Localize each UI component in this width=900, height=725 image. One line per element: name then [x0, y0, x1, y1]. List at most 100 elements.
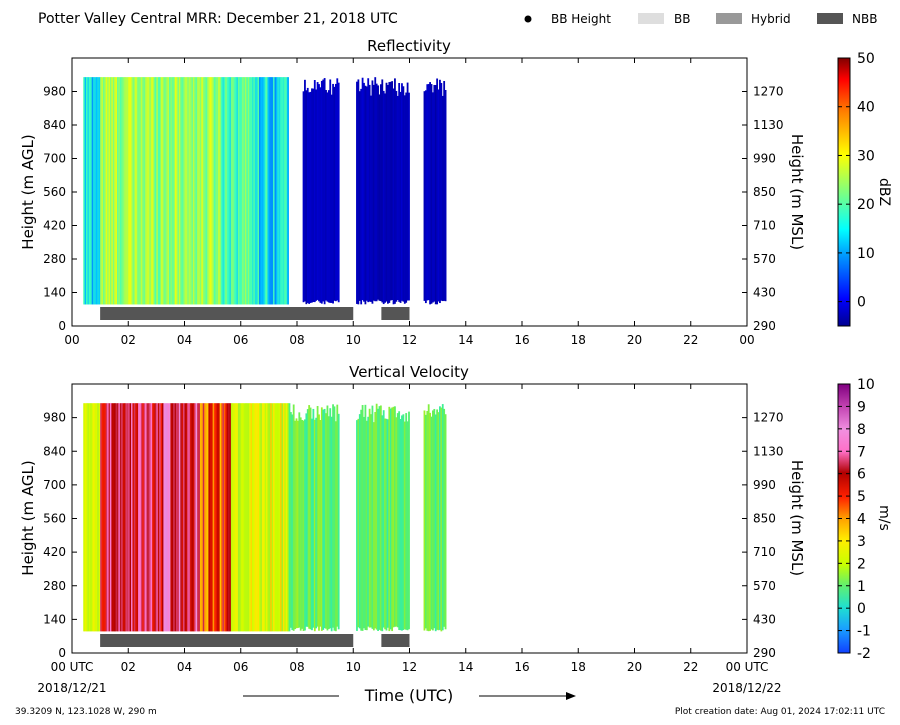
data-column — [159, 77, 161, 305]
y-tick-label-right: 1130 — [753, 118, 784, 132]
data-column — [271, 403, 274, 632]
data-column — [423, 410, 426, 631]
data-column — [280, 403, 282, 632]
data-column — [312, 408, 315, 628]
data-column — [402, 414, 405, 630]
x-tick-label: 16 — [514, 333, 529, 347]
data-column — [124, 403, 126, 632]
data-column — [119, 77, 122, 305]
colorbar-tick-label: 6 — [857, 467, 866, 483]
data-column — [436, 409, 439, 630]
data-column — [83, 77, 86, 305]
data-column — [93, 403, 95, 632]
data-column — [426, 410, 429, 631]
data-column — [382, 410, 385, 628]
data-column — [125, 77, 128, 305]
data-column — [109, 77, 112, 305]
data-column — [115, 77, 118, 305]
nbb-bar — [381, 634, 410, 647]
data-column — [337, 82, 340, 303]
data-column — [274, 403, 277, 632]
data-column — [364, 85, 367, 305]
colorbar-tick-label: -2 — [857, 646, 871, 662]
data-column — [207, 403, 209, 632]
x-tick-label: 04 — [177, 660, 192, 674]
data-column — [104, 77, 107, 305]
data-column — [185, 77, 188, 305]
data-column — [223, 403, 226, 632]
x-tick-label: 00 UTC — [51, 660, 94, 674]
data-column — [90, 403, 93, 632]
data-column — [184, 77, 187, 305]
data-column — [233, 403, 236, 632]
data-column — [190, 77, 192, 305]
data-column — [221, 77, 223, 305]
y-tick-label-right: 710 — [753, 219, 776, 233]
data-column — [132, 403, 135, 632]
data-column — [88, 403, 91, 632]
x-tick-label: 20 — [627, 333, 642, 347]
data-column — [118, 403, 121, 632]
data-column — [430, 84, 433, 304]
data-column — [84, 77, 87, 305]
data-column — [209, 77, 212, 305]
data-column — [374, 411, 377, 629]
data-column — [177, 77, 180, 305]
data-column — [440, 407, 443, 632]
data-column — [405, 92, 408, 303]
data-column — [142, 403, 145, 632]
data-column — [323, 408, 326, 629]
data-column — [86, 403, 88, 632]
data-column — [311, 418, 313, 631]
data-column — [281, 77, 284, 305]
data-column — [153, 403, 156, 632]
data-column — [270, 403, 273, 632]
data-column — [264, 77, 267, 305]
x-tick-label: 06 — [233, 333, 248, 347]
data-column — [433, 84, 436, 302]
y-tick-label-right: 850 — [753, 185, 776, 199]
data-column — [154, 403, 157, 632]
data-column — [394, 78, 396, 304]
data-column — [118, 77, 121, 305]
data-column — [280, 77, 282, 305]
data-column — [139, 77, 142, 305]
data-column — [299, 417, 302, 631]
data-column — [322, 79, 325, 302]
y-tick-label: 840 — [43, 444, 66, 458]
data-column — [356, 81, 358, 304]
data-column — [381, 79, 384, 303]
colorbar-tick-label: 30 — [857, 148, 875, 164]
reflectivity-y-label: Height (m AGL) — [19, 134, 37, 249]
time-arrow-head-icon — [566, 692, 576, 700]
y-tick-label-right: 990 — [753, 152, 776, 166]
data-column — [277, 77, 280, 305]
data-column — [100, 403, 102, 632]
data-column — [188, 77, 191, 305]
reflectivity-colorbar-label: dBZ — [876, 178, 892, 206]
data-column — [429, 82, 431, 305]
data-column — [205, 77, 208, 305]
data-column — [273, 403, 275, 632]
data-column — [259, 77, 261, 305]
data-column — [387, 85, 389, 304]
data-column — [183, 403, 185, 632]
data-column — [184, 403, 187, 632]
data-column — [108, 77, 111, 305]
echo-segment — [302, 78, 340, 305]
data-column — [360, 88, 363, 305]
data-column — [322, 409, 325, 630]
data-column — [357, 79, 360, 305]
data-column — [441, 95, 444, 302]
data-column — [145, 403, 147, 632]
data-column — [244, 77, 247, 305]
data-column — [336, 404, 339, 627]
data-column — [111, 77, 114, 305]
data-column — [270, 77, 273, 305]
data-column — [253, 403, 256, 632]
data-column — [371, 80, 374, 304]
data-column — [365, 86, 368, 301]
data-column — [285, 403, 288, 632]
data-column — [398, 411, 401, 631]
data-column — [166, 403, 169, 632]
